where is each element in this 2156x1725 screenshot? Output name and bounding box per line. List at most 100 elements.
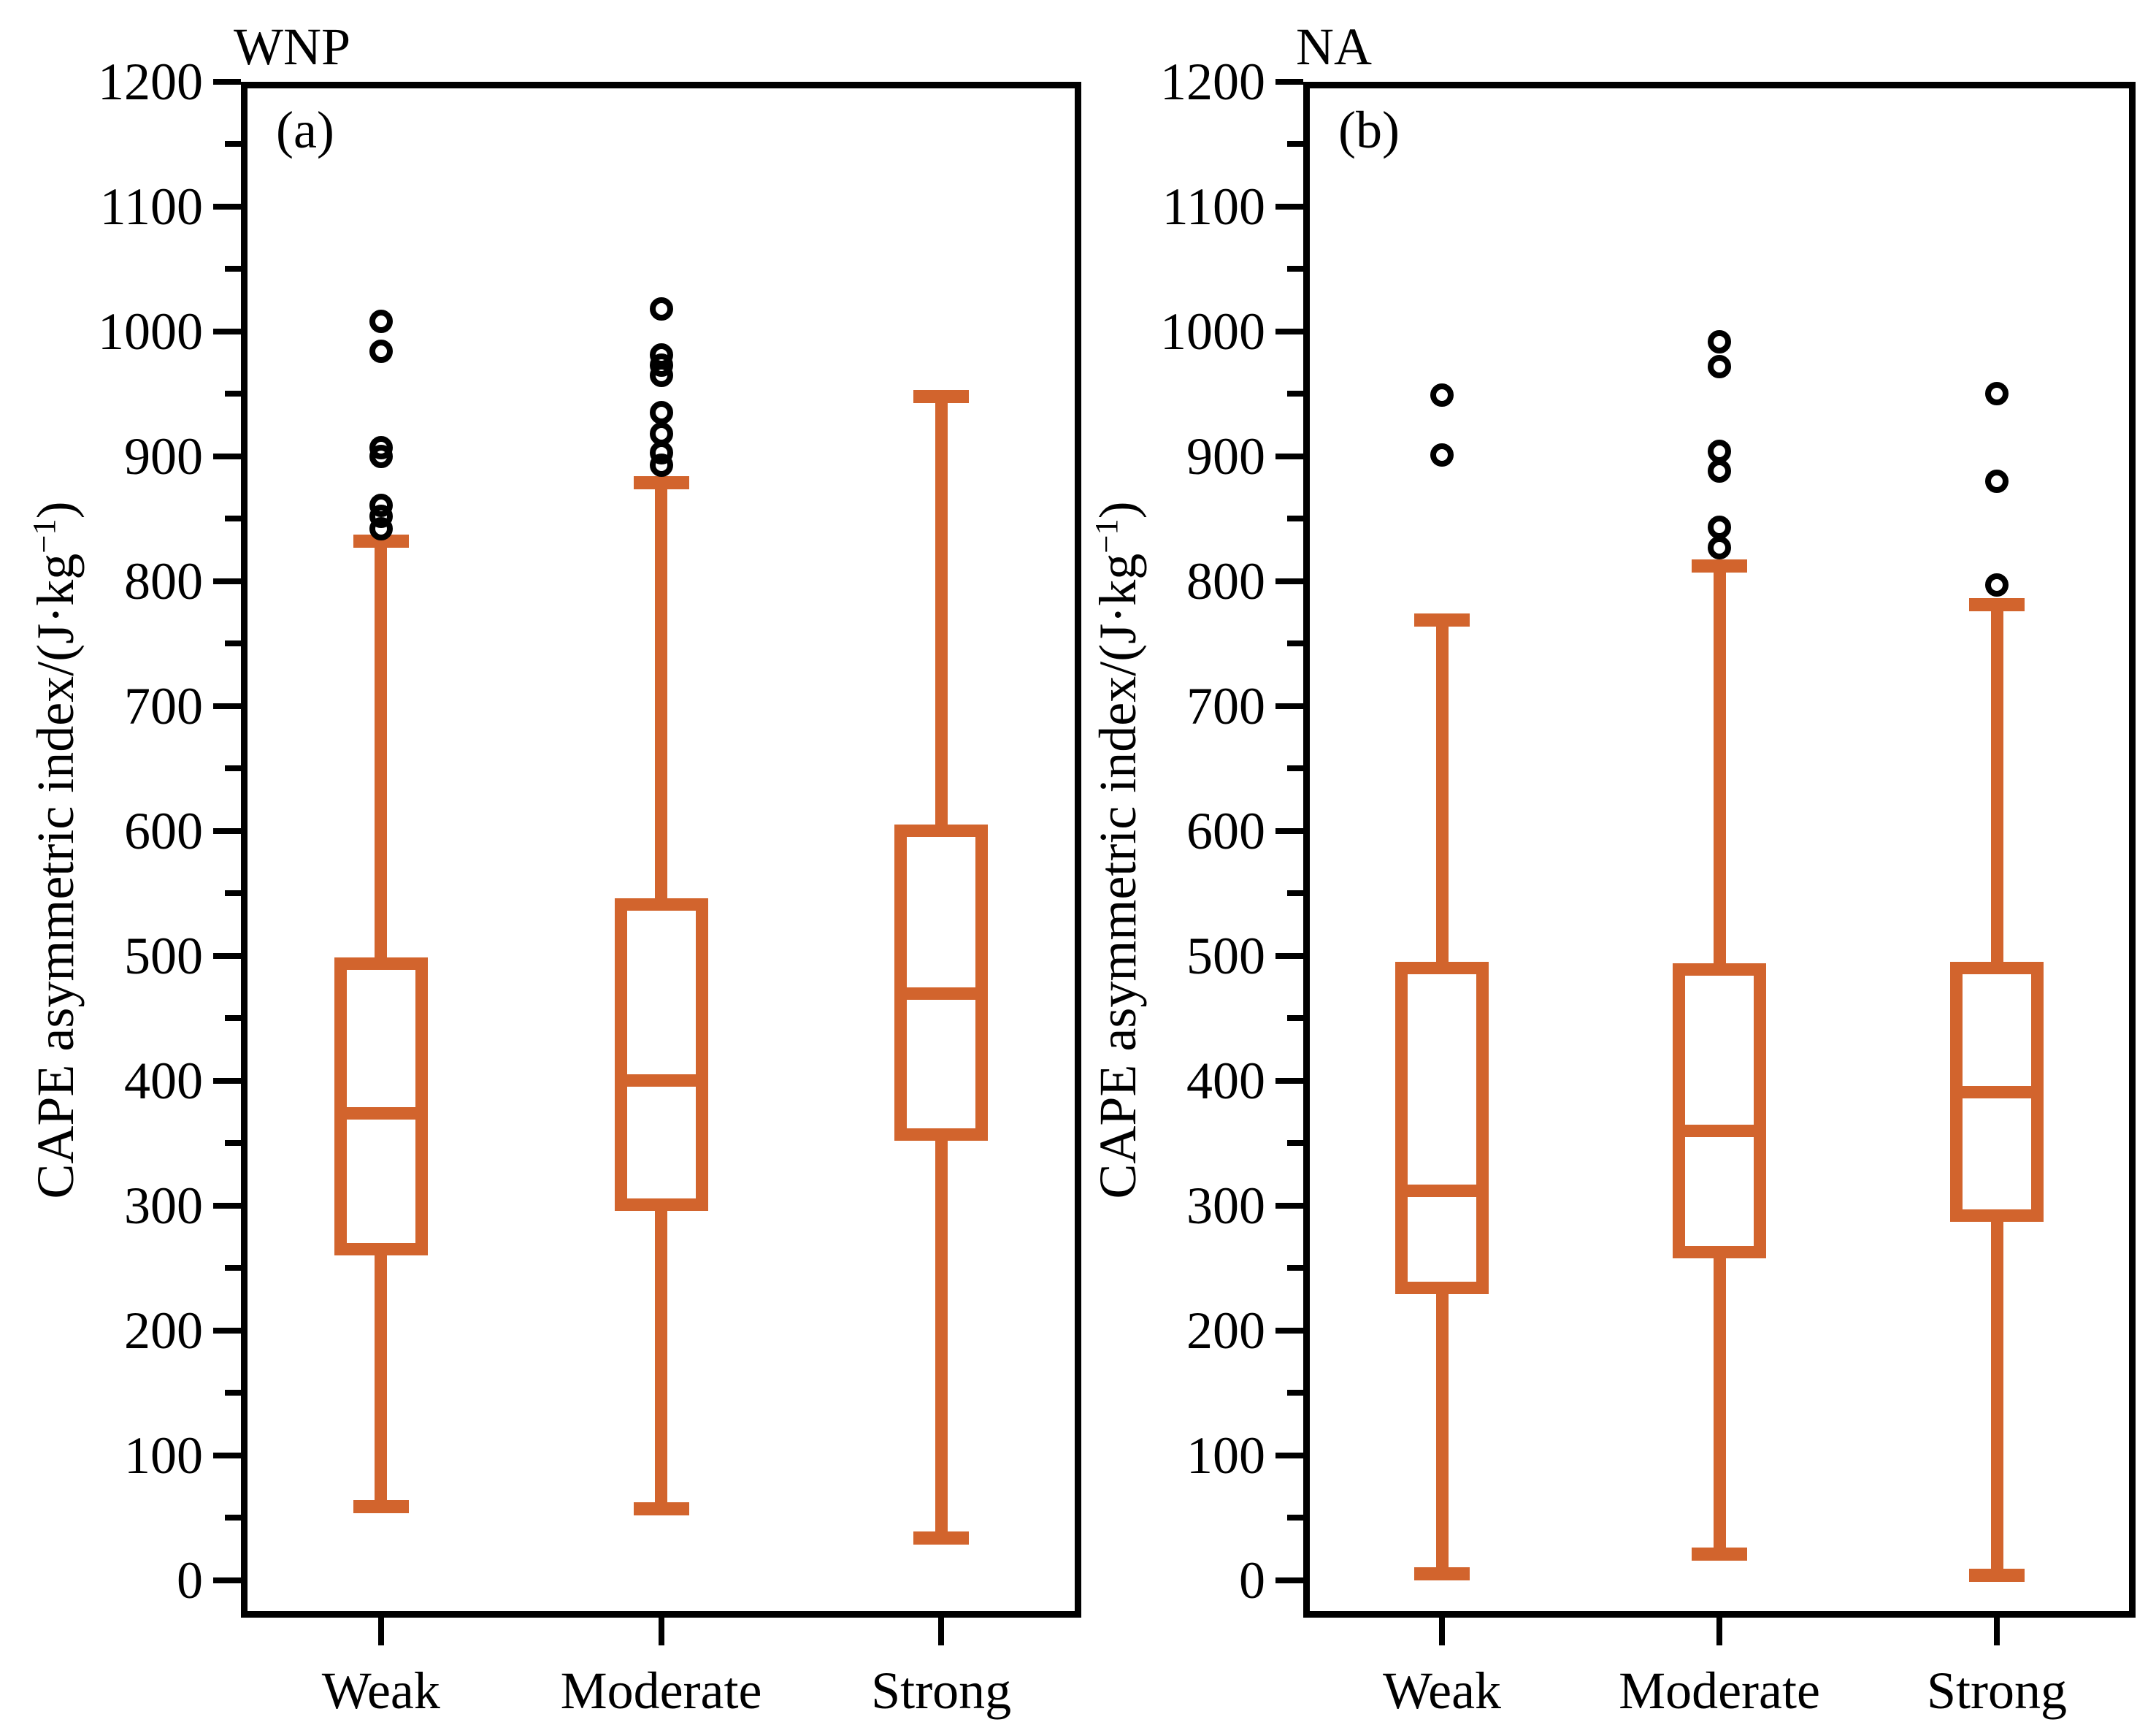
y-minor-tick (225, 1390, 241, 1396)
lower-whisker-strong (935, 1134, 948, 1545)
y-minor-tick (225, 640, 241, 647)
panel-wnp: WNP CAPE asymmetric index/(J·kg−1) 0 100 2… (26, 18, 1081, 1720)
median-line-moderate (1673, 1124, 1766, 1137)
outlier-point-moderate (1708, 354, 1731, 378)
lower-whisker-cap-moderate (633, 1502, 689, 1516)
x-tick-weak (377, 1618, 384, 1645)
y-major-tick (213, 1327, 241, 1334)
y-major-tick (213, 453, 241, 459)
y-tick-label: 400 (1186, 1051, 1265, 1110)
y-major-tick (1275, 203, 1303, 210)
x-tick-moderate (1716, 1618, 1722, 1645)
upper-whisker-strong (1990, 598, 2003, 968)
lower-whisker-moderate (1713, 1252, 1726, 1561)
y-major-tick (1275, 1077, 1303, 1084)
y-tick-label: 500 (1186, 926, 1265, 985)
outlier-point-moderate (649, 401, 673, 425)
y-minor-tick (1287, 1515, 1303, 1521)
outlier-point-strong (1985, 470, 2009, 494)
y-minor-tick (225, 1265, 241, 1271)
y-major-tick (213, 1452, 241, 1458)
panel-letter-b: (b) (1338, 101, 1400, 159)
category-label-weak: Weak (1382, 1661, 1502, 1720)
panel-letter-a: (a) (276, 101, 334, 159)
y-major-tick (213, 1202, 241, 1209)
outlier-point-weak (369, 435, 393, 459)
y-major-tick (1275, 79, 1303, 85)
upper-whisker-moderate (1713, 559, 1726, 970)
y-tick-label: 1200 (98, 53, 203, 111)
y-tick-label: 1100 (99, 177, 203, 236)
lower-whisker-cap-moderate (1692, 1547, 1747, 1561)
y-minor-tick (1287, 1390, 1303, 1396)
lower-whisker-weak (1435, 1288, 1449, 1581)
lower-whisker-strong (1990, 1215, 2003, 1582)
y-tick-label: 600 (1186, 801, 1265, 860)
y-tick-label: 900 (1186, 427, 1265, 486)
y-tick-label: 800 (124, 551, 203, 611)
y-minor-tick (1287, 765, 1303, 772)
y-minor-tick (225, 391, 241, 397)
outlier-point-moderate (1708, 516, 1731, 540)
y-major-tick (1275, 453, 1303, 459)
outlier-point-strong (1985, 573, 2009, 597)
x-tick-strong (938, 1618, 945, 1645)
y-major-tick (213, 1077, 241, 1084)
upper-whisker-weak (375, 535, 388, 964)
y-tick-label: 1100 (1162, 177, 1265, 236)
lower-whisker-cap-strong (1969, 1568, 2025, 1582)
outlier-point-weak (1430, 443, 1454, 467)
y-major-tick (1275, 578, 1303, 584)
y-major-tick (213, 203, 241, 210)
y-tick-label: 500 (124, 926, 203, 985)
category-label-strong: Strong (871, 1661, 1012, 1720)
y-major-tick (1275, 1327, 1303, 1334)
y-major-tick (213, 703, 241, 709)
y-tick-label: 800 (1186, 551, 1265, 611)
box-strong (894, 825, 989, 1141)
y-minor-tick (225, 765, 241, 772)
y-major-tick (213, 952, 241, 959)
y-major-tick (1275, 952, 1303, 959)
panel-title-na: NA (1296, 18, 1372, 76)
y-tick-label: 0 (1239, 1550, 1265, 1610)
y-tick-label: 700 (124, 676, 203, 735)
outlier-point-moderate (1708, 440, 1731, 464)
upper-whisker-cap-weak (1414, 613, 1470, 627)
y-major-tick (213, 578, 241, 584)
lower-whisker-cap-weak (353, 1499, 409, 1513)
y-minor-tick (1287, 890, 1303, 897)
y-minor-tick (225, 516, 241, 522)
panel-title-wnp: WNP (234, 18, 350, 76)
y-tick-label: 900 (124, 427, 203, 486)
outlier-point-moderate (649, 422, 673, 446)
y-major-tick (213, 1577, 241, 1583)
y-minor-tick (1287, 1265, 1303, 1271)
outlier-point-moderate (1708, 329, 1731, 353)
outlier-point-moderate (649, 343, 673, 367)
y-minor-tick (1287, 266, 1303, 272)
y-minor-tick (1287, 640, 1303, 647)
y-major-tick (1275, 328, 1303, 334)
upper-whisker-moderate (655, 475, 667, 905)
y-major-tick (1275, 827, 1303, 834)
y-tick-label: 300 (1186, 1176, 1265, 1235)
upper-whisker-cap-weak (353, 535, 409, 548)
y-tick-label: 1200 (1160, 53, 1265, 111)
y-tick-label: 1000 (98, 302, 203, 361)
median-line-weak (1395, 1184, 1489, 1197)
upper-whisker-cap-moderate (633, 475, 689, 489)
upper-whisker-strong (935, 389, 948, 831)
y-tick-label: 0 (177, 1550, 203, 1610)
upper-whisker-cap-strong (1969, 598, 2025, 612)
y-minor-tick (1287, 391, 1303, 397)
y-minor-tick (225, 1515, 241, 1521)
y-tick-label: 600 (124, 801, 203, 860)
y-tick-label: 100 (1186, 1426, 1265, 1485)
box-weak (1395, 962, 1489, 1295)
median-line-weak (334, 1106, 428, 1120)
y-major-tick (1275, 703, 1303, 709)
outlier-point-moderate (1708, 459, 1731, 483)
upper-whisker-weak (1435, 613, 1449, 968)
y-tick-label: 700 (1186, 676, 1265, 735)
